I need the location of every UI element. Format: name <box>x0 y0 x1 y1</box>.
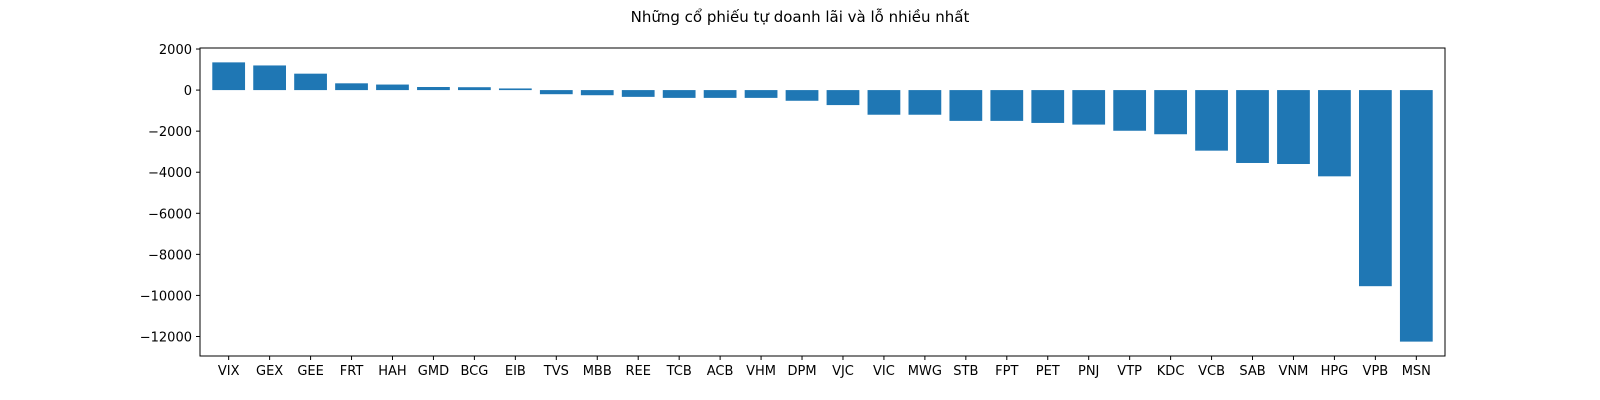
bar-gmd <box>417 87 450 91</box>
x-tick-label: BCG <box>460 364 488 379</box>
x-tick-label: HAH <box>378 364 406 379</box>
bar-vcb <box>1195 90 1228 151</box>
bar-hah <box>376 84 409 91</box>
bar-kdc <box>1154 90 1187 135</box>
x-tick-label: SAB <box>1239 364 1265 379</box>
bar-sab <box>1236 90 1269 163</box>
x-tick-label: MSN <box>1402 364 1431 379</box>
x-tick-label: VCB <box>1198 364 1225 379</box>
x-tick-label: GMD <box>418 364 449 379</box>
bar-stb <box>949 90 983 121</box>
x-tick-label: GEX <box>256 364 283 379</box>
x-tick-label: VNM <box>1279 364 1309 379</box>
x-tick-label: MBB <box>583 364 612 379</box>
bar-eib <box>498 88 532 91</box>
bar-acb <box>703 90 737 98</box>
bar-msn <box>1399 90 1433 342</box>
bar-vtp <box>1113 90 1147 131</box>
y-tick-label: −10000 <box>140 289 192 304</box>
bar-tcb <box>662 90 696 98</box>
bar-gee <box>294 73 327 91</box>
x-tick-label: VTP <box>1117 364 1142 379</box>
x-axis: VIX GEX GEE FRT HAH GMD BCG EIB TVS MBB REE TCB ACB V… <box>218 356 1431 379</box>
bar-bcg <box>458 87 491 91</box>
bar-ree <box>621 90 655 97</box>
bar-dpm <box>785 90 819 101</box>
x-tick-label: ACB <box>707 364 734 379</box>
bar-vhm <box>744 90 778 98</box>
bar-gex <box>253 65 286 91</box>
bar-fpt <box>990 90 1024 121</box>
x-tick-label: EIB <box>505 364 526 379</box>
x-tick-label: TCB <box>666 364 692 379</box>
bar-mwg <box>908 90 942 115</box>
bar-frt <box>335 83 368 91</box>
bar-mbb <box>580 90 614 96</box>
x-tick-label: KDC <box>1157 364 1185 379</box>
x-tick-label: VHM <box>746 364 776 379</box>
x-tick-label: VJC <box>832 364 854 379</box>
x-tick-label: STB <box>953 364 978 379</box>
y-tick-label: −2000 <box>148 125 192 140</box>
x-tick-label: VIC <box>873 364 895 379</box>
y-tick-label: −6000 <box>148 207 192 222</box>
x-tick-label: MWG <box>908 364 942 379</box>
y-tick-label: −12000 <box>140 330 192 345</box>
bar-vic <box>867 90 901 115</box>
x-tick-label: DPM <box>787 364 816 379</box>
y-axis: 2000 0 −2000 −4000 −6000 −8000 −10000 −12000 <box>140 43 200 345</box>
bar-vjc <box>826 90 860 106</box>
bar-vpb <box>1359 90 1392 287</box>
x-tick-label: FPT <box>995 364 1018 379</box>
x-tick-label: PNJ <box>1078 364 1099 379</box>
y-tick-label: 2000 <box>159 43 192 58</box>
x-tick-label: VPB <box>1363 364 1389 379</box>
x-tick-label: GEE <box>297 364 324 379</box>
x-tick-label: PET <box>1036 364 1060 379</box>
bar-vix <box>212 62 246 91</box>
y-tick-label: 0 <box>184 84 192 99</box>
bar-pnj <box>1072 90 1106 125</box>
bar-pet <box>1031 90 1065 123</box>
plot-frame <box>199 47 1446 357</box>
bars-group <box>212 62 1433 342</box>
chart-title: Những cổ phiếu tự doanh lãi và lỗ nhiều … <box>631 8 970 26</box>
x-tick-label: FRT <box>340 364 364 379</box>
x-tick-label: TVS <box>543 364 569 379</box>
x-tick-label: HPG <box>1321 364 1349 379</box>
bar-vnm <box>1277 90 1310 165</box>
y-tick-label: −4000 <box>148 166 192 181</box>
x-tick-label: VIX <box>218 364 240 379</box>
x-tick-label: REE <box>625 364 650 379</box>
y-tick-label: −8000 <box>148 248 192 263</box>
bar-hpg <box>1318 90 1351 177</box>
bar-tvs <box>539 90 573 95</box>
